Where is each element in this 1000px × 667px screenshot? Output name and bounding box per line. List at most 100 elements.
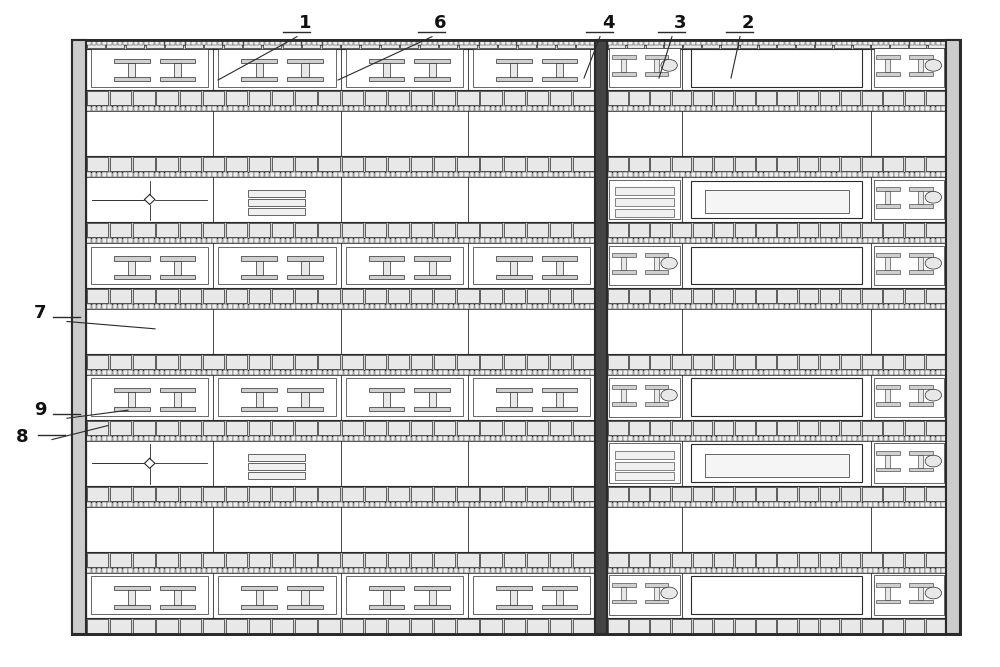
Bar	[155, 172, 159, 177]
Bar	[905, 289, 924, 303]
Bar	[712, 370, 716, 375]
Bar	[249, 40, 254, 45]
Bar	[86, 106, 595, 111]
Bar	[241, 407, 277, 411]
Bar	[790, 370, 795, 375]
Bar	[543, 370, 548, 375]
Bar	[777, 289, 797, 303]
Bar	[707, 106, 711, 111]
Bar	[218, 576, 336, 614]
Bar	[806, 436, 810, 441]
Bar	[735, 157, 755, 171]
Bar	[86, 40, 595, 49]
Bar	[915, 238, 920, 243]
Bar	[365, 40, 369, 45]
Bar	[248, 463, 305, 470]
Bar	[575, 502, 579, 507]
Bar	[821, 40, 826, 45]
Bar	[275, 304, 280, 309]
Bar	[504, 355, 525, 369]
Bar	[714, 553, 733, 567]
Bar	[434, 289, 455, 303]
Bar	[438, 436, 443, 441]
Bar	[876, 402, 900, 406]
Bar	[920, 370, 925, 375]
Bar	[457, 619, 479, 633]
Bar	[296, 40, 301, 45]
Bar	[218, 247, 336, 284]
Bar	[665, 436, 670, 441]
Bar	[735, 289, 755, 303]
Bar	[889, 238, 894, 243]
Bar	[618, 172, 623, 177]
Ellipse shape	[661, 59, 677, 71]
Bar	[156, 619, 178, 633]
Bar	[743, 568, 748, 572]
Bar	[670, 436, 675, 441]
Bar	[475, 172, 479, 177]
Bar	[883, 289, 903, 303]
Bar	[905, 502, 909, 507]
Bar	[883, 619, 903, 633]
Bar	[254, 304, 259, 309]
Bar	[160, 388, 195, 392]
Bar	[909, 386, 933, 389]
Bar	[607, 156, 946, 172]
Bar	[883, 355, 903, 369]
Bar	[727, 304, 732, 309]
Bar	[769, 238, 774, 243]
Bar	[443, 502, 448, 507]
Bar	[759, 502, 763, 507]
Bar	[422, 370, 427, 375]
Bar	[696, 238, 701, 243]
Bar	[559, 568, 563, 572]
Bar	[649, 370, 654, 375]
Bar	[86, 40, 595, 45]
Bar	[564, 370, 569, 375]
Bar	[128, 392, 135, 407]
Bar	[480, 553, 502, 567]
Bar	[573, 619, 594, 633]
Bar	[612, 270, 636, 273]
Bar	[629, 91, 649, 105]
Bar	[925, 304, 930, 309]
Bar	[501, 436, 506, 441]
Bar	[272, 91, 293, 105]
Bar	[889, 502, 894, 507]
Bar	[795, 172, 800, 177]
Bar	[233, 370, 238, 375]
Bar	[479, 41, 497, 48]
Bar	[218, 238, 222, 243]
Bar	[649, 304, 654, 309]
Bar	[249, 238, 254, 243]
Bar	[842, 238, 847, 243]
Bar	[790, 106, 795, 111]
Bar	[608, 355, 628, 369]
Bar	[712, 172, 716, 177]
Bar	[821, 238, 826, 243]
Bar	[281, 502, 285, 507]
Bar	[302, 41, 320, 48]
Bar	[443, 40, 448, 45]
Bar	[197, 370, 201, 375]
Bar	[608, 41, 625, 48]
Bar	[134, 568, 138, 572]
Bar	[607, 172, 946, 177]
Bar	[312, 304, 317, 309]
Bar	[113, 106, 117, 111]
Bar	[826, 568, 831, 572]
Bar	[885, 59, 890, 72]
Bar	[506, 436, 511, 441]
Bar	[380, 172, 385, 177]
Bar	[748, 238, 753, 243]
Bar	[401, 304, 406, 309]
Bar	[417, 238, 422, 243]
Bar	[753, 238, 758, 243]
Bar	[504, 223, 525, 237]
Bar	[470, 238, 474, 243]
Bar	[226, 157, 247, 171]
Bar	[97, 40, 101, 45]
Bar	[876, 187, 900, 191]
Bar	[443, 436, 448, 441]
Bar	[249, 487, 270, 501]
